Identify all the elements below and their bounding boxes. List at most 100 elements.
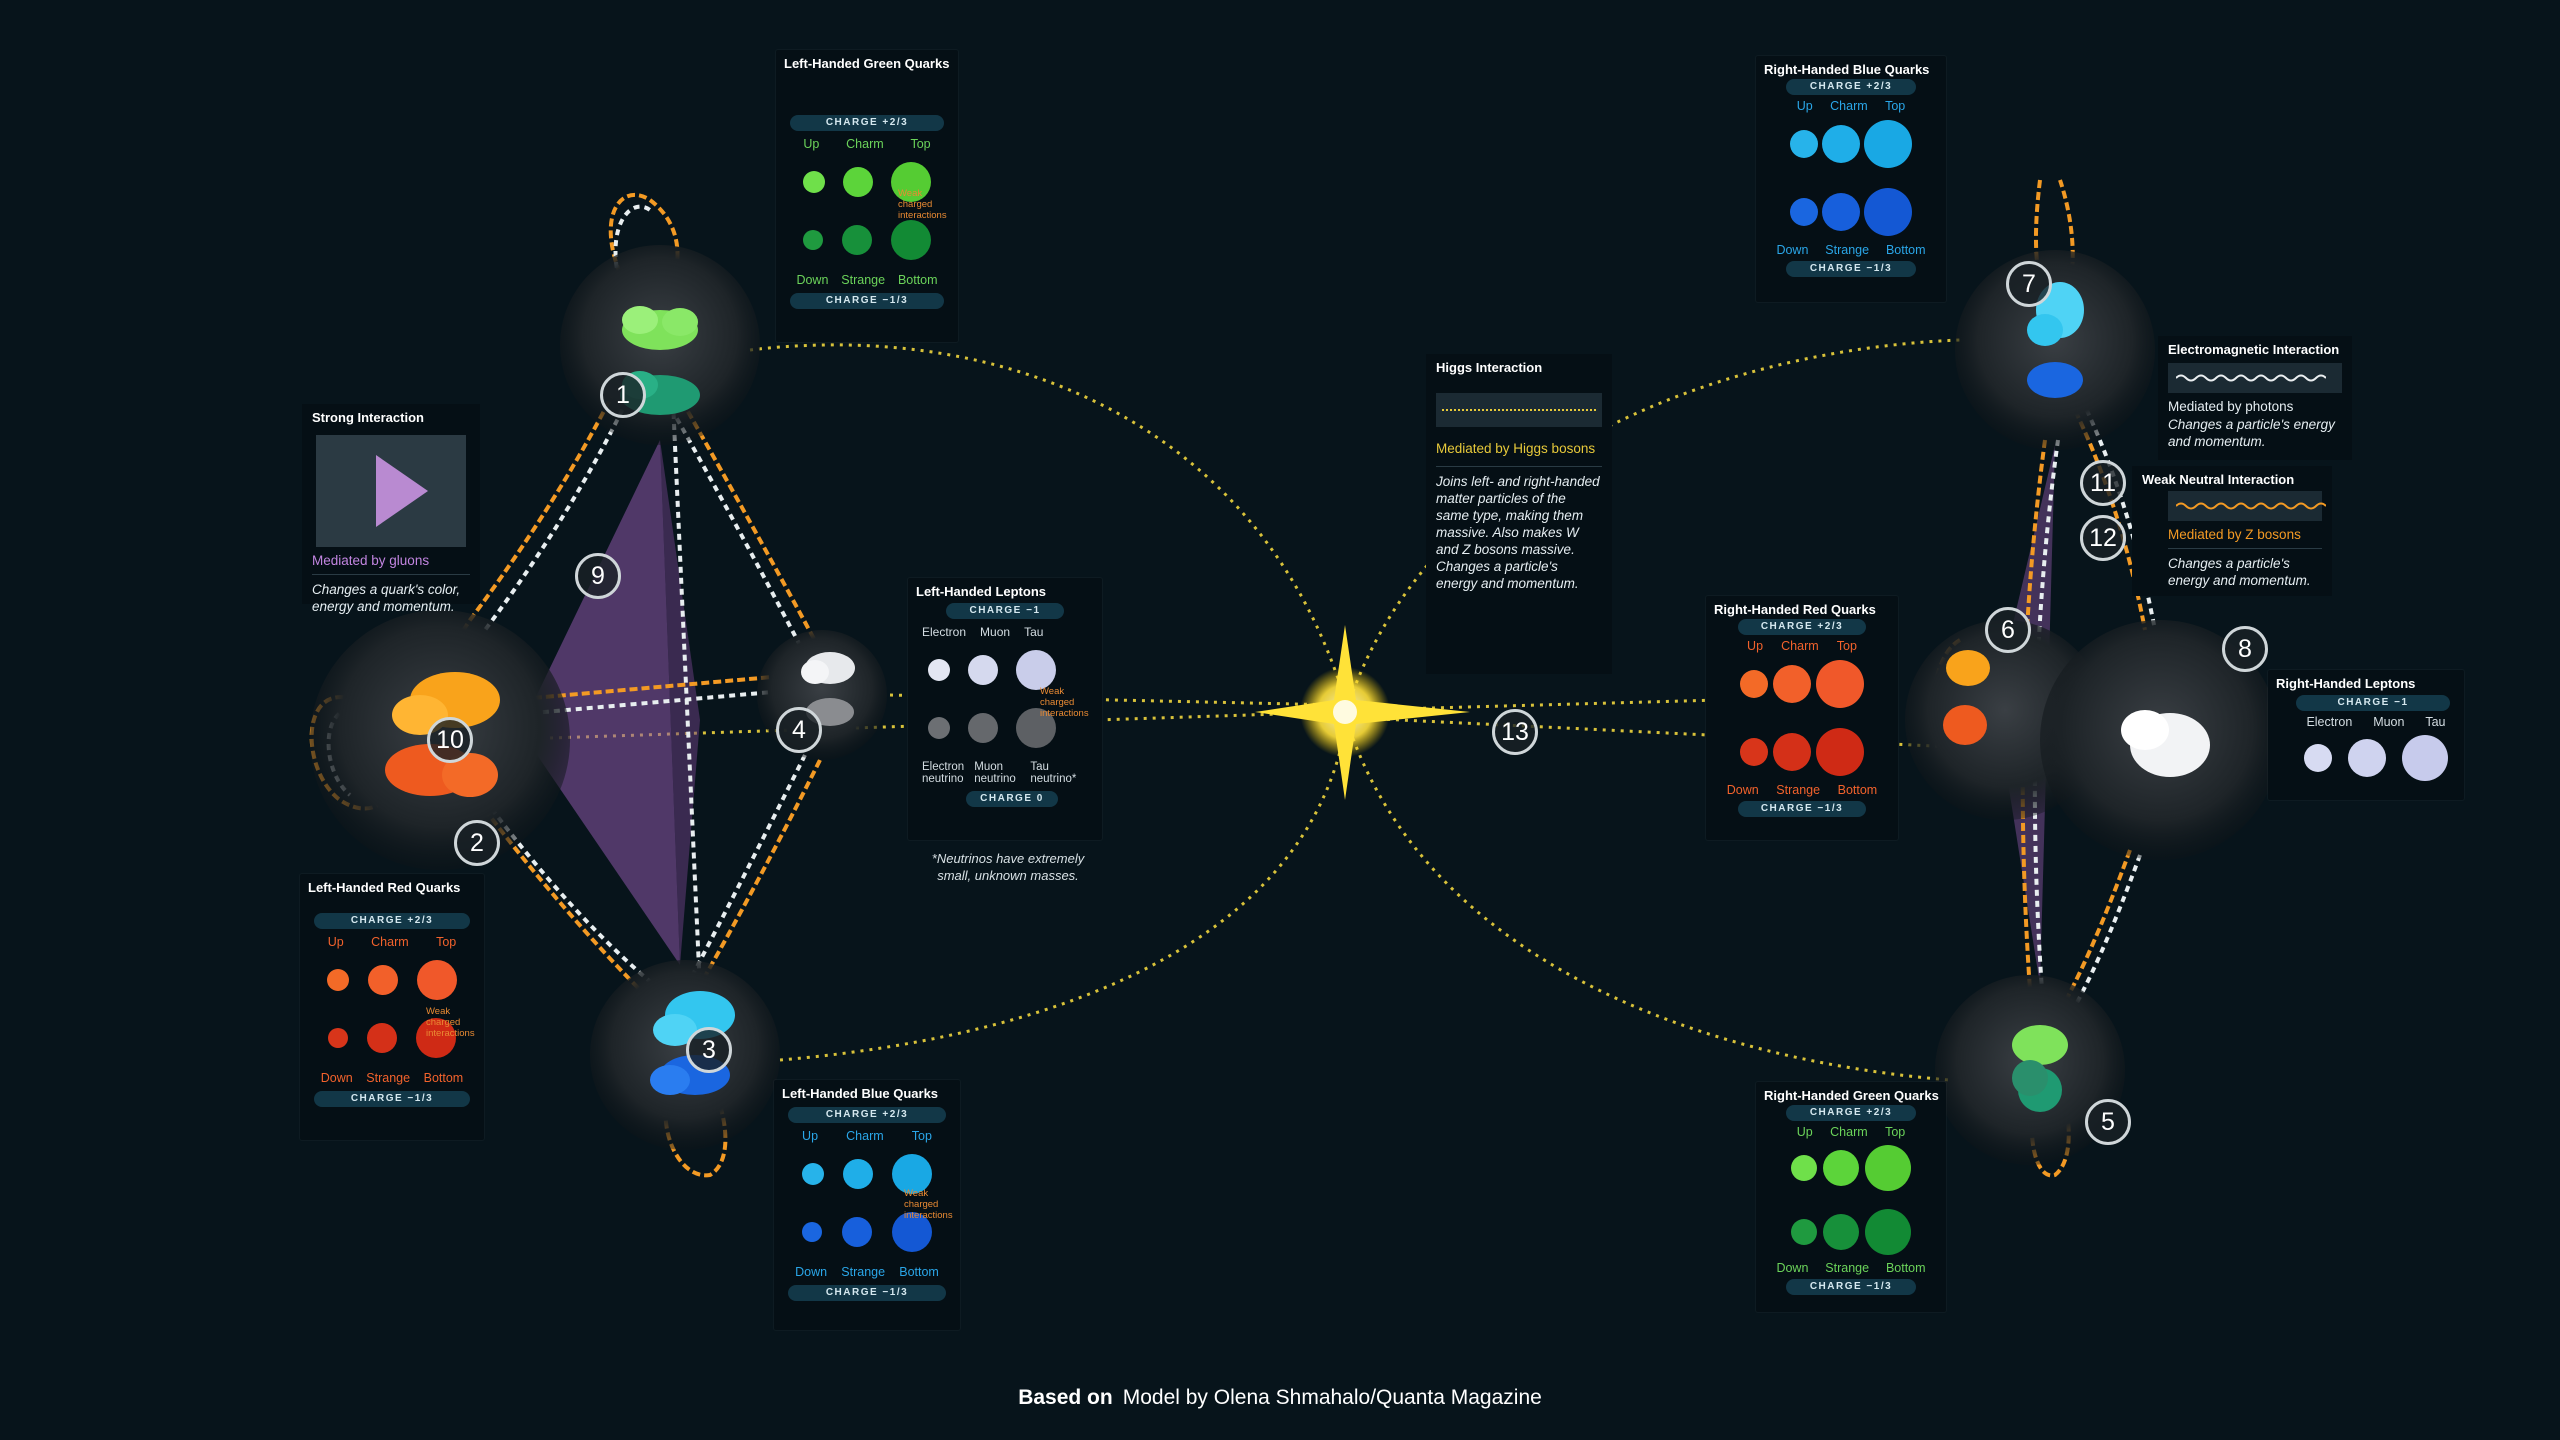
z-boson-swatch (2168, 491, 2326, 521)
name-charm: Charm (846, 137, 884, 151)
particle-down (1791, 1219, 1817, 1245)
name-charm: Charm (1830, 99, 1868, 113)
name-strange: Strange (841, 1265, 886, 1279)
top-names: Up Charm Top (1738, 639, 1866, 653)
name-down: Down (796, 273, 829, 287)
particle-blobs (385, 282, 2210, 1112)
marker-12: 12 (2080, 515, 2126, 561)
neutrino-footnote: *Neutrinos have extremely small, unknown… (931, 851, 1085, 883)
panel-title: Left-Handed Leptons (916, 584, 1046, 599)
particle-tau (2402, 735, 2448, 781)
name-bottom: Bottom (1885, 243, 1926, 257)
particle-top (416, 960, 457, 1000)
marker-10: 10 (427, 717, 473, 763)
name-tau: Tau (2425, 715, 2446, 729)
interaction-title: Electromagnetic Interaction (2168, 342, 2340, 357)
name-down: Down (1776, 1261, 1809, 1275)
interaction-mediator: Mediated by gluons (312, 553, 430, 568)
bottom-names: Down Strange Bottom (314, 1071, 470, 1085)
charged-lepton-balls (928, 643, 1084, 697)
charge-bottom: CHARGE −1/3 (1786, 1279, 1916, 1295)
panel-higgs-interaction: Higgs Interaction Mediated by Higgs boso… (1426, 354, 1612, 674)
particle-strange (841, 225, 872, 255)
name-down: Down (1726, 783, 1759, 797)
particle-strange (1822, 193, 1860, 231)
particle-up (1791, 1155, 1817, 1181)
particle-up (801, 1163, 824, 1185)
interaction-title: Weak Neutral Interaction (2142, 472, 2295, 487)
particle-up (1740, 670, 1769, 698)
name-down: Down (795, 1265, 828, 1279)
marker-4: 4 (776, 707, 822, 753)
top-names: Up Charm Top (1788, 1125, 1914, 1139)
name-top: Top (436, 935, 457, 949)
bottom-names: Down Strange Bottom (1718, 783, 1886, 797)
particle-top (1864, 120, 1912, 168)
photon-wave-icon (2176, 374, 2326, 382)
name-up: Up (1796, 99, 1813, 113)
higgs-star (1255, 625, 1470, 800)
up-type-balls (1738, 657, 1866, 711)
panel-lh-leptons: Left-Handed Leptons CHARGE −1 Electron M… (908, 578, 1102, 840)
name-bottom: Bottom (1885, 1261, 1926, 1275)
charge-top: CHARGE +2/3 (790, 115, 944, 131)
name-strange: Strange (366, 1071, 411, 1085)
charge-bottom: CHARGE −1/3 (790, 293, 944, 309)
interaction-desc: Changes a particle's energy and momentum… (2168, 417, 2335, 449)
charge-top: CHARGE +2/3 (314, 913, 470, 929)
name-muon: Muon (2373, 715, 2405, 729)
particle-electron-neutrino (928, 717, 950, 739)
name-electron: Electron (2306, 715, 2353, 729)
particle-top (892, 1154, 933, 1194)
left-gluon-plane (520, 440, 680, 965)
top-names: Up Charm Top (788, 1129, 946, 1143)
particle-muon-neutrino (968, 713, 998, 743)
charge-top: CHARGE −1 (2296, 695, 2450, 711)
down-type-balls (792, 1205, 942, 1259)
marker-8: 8 (2222, 626, 2268, 672)
particle-bottom (892, 1212, 932, 1252)
marker-1: 1 (600, 372, 646, 418)
name-up: Up (327, 935, 344, 949)
top-names: Electron Muon Tau (2296, 715, 2456, 729)
neutrino-balls (928, 701, 1084, 755)
interaction-mediator: Mediated by photons (2168, 399, 2294, 414)
name-tau: Tau (1024, 625, 1044, 639)
particle-down (1740, 738, 1769, 766)
left-gluon-plane-2 (660, 440, 700, 965)
particle-bottom (1865, 1209, 1911, 1255)
interaction-mediator: Mediated by Higgs bosons (1436, 441, 1596, 456)
particle-top (1815, 660, 1864, 708)
panel-rh-green-quarks: Right-Handed Green Quarks CHARGE +2/3 Up… (1756, 1082, 1946, 1312)
name-muon: Muon (980, 625, 1011, 639)
particle-down (1790, 198, 1818, 226)
charge-top: CHARGE +2/3 (788, 1107, 946, 1123)
particle-down (803, 230, 824, 250)
down-type-balls (794, 213, 940, 267)
name-electron-neutrino: Electron neutrino (922, 761, 965, 785)
marker-3: 3 (686, 1027, 732, 1073)
name-up: Up (1747, 639, 1764, 653)
marker-6: 6 (1985, 607, 2031, 653)
panel-title: Right-Handed Green Quarks (1764, 1088, 1939, 1103)
name-charm: Charm (371, 935, 409, 949)
name-bottom: Bottom (899, 1265, 939, 1279)
particle-bottom (416, 1018, 457, 1058)
charge-bottom: CHARGE 0 (966, 791, 1058, 807)
particle-top (891, 162, 931, 202)
panel-strong-interaction: Strong Interaction Mediated by gluons Ch… (302, 404, 480, 614)
name-top: Top (1885, 99, 1906, 113)
charge-top: CHARGE +2/3 (1786, 1105, 1916, 1121)
panel-title: Left-Handed Green Quarks (784, 56, 950, 71)
particle-charm (843, 167, 873, 197)
name-up: Up (802, 1129, 819, 1143)
gluon-triangle-icon (376, 455, 428, 527)
particle-up (803, 171, 825, 193)
name-tau-neutrino: Tau neutrino* (1030, 761, 1077, 785)
interaction-title: Strong Interaction (312, 410, 424, 425)
higgs-dotted-icon (1442, 409, 1596, 411)
particle-muon (2348, 739, 2386, 777)
particle-bottom (1815, 728, 1864, 776)
panel-rh-blue-quarks: Right-Handed Blue Quarks CHARGE +2/3 Up … (1756, 56, 1946, 302)
